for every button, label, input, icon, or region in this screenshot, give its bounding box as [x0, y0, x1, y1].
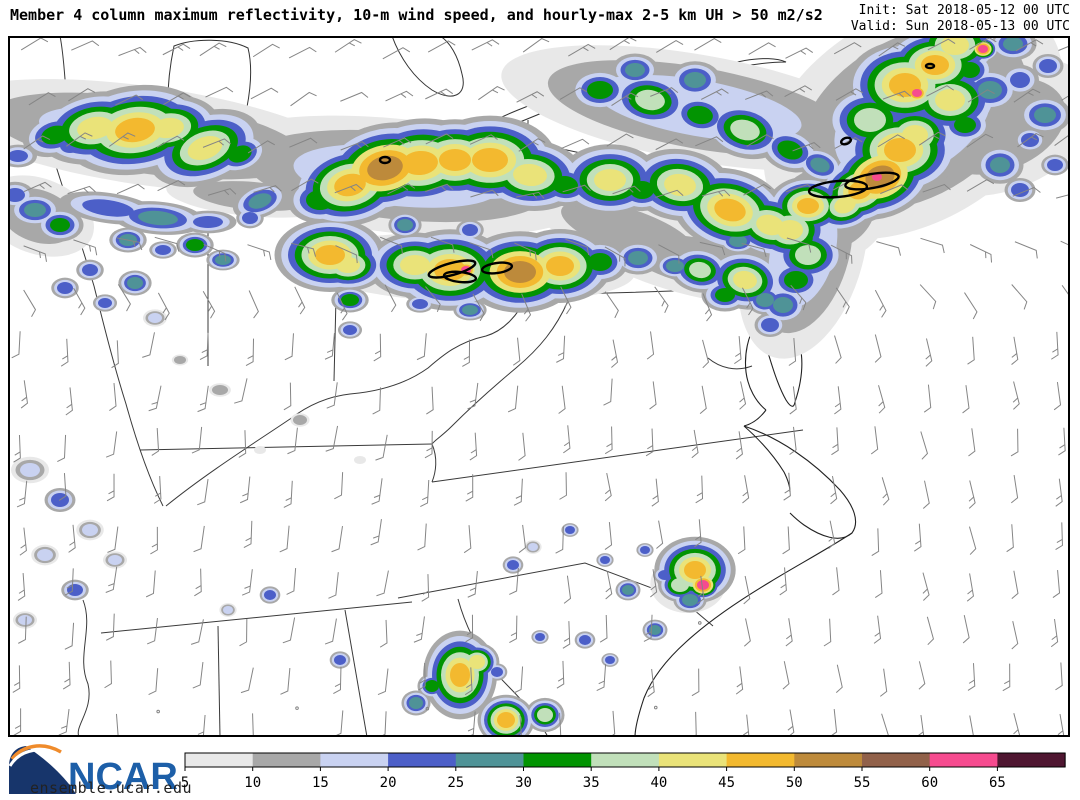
colorbar-segment — [388, 753, 457, 767]
colorbar-tick-label: 45 — [718, 775, 735, 791]
map-canvas — [8, 36, 1070, 737]
run-timestamps: Init: Sat 2018-05-12 00 UTC Valid: Sun 2… — [851, 3, 1070, 35]
colorbar-tick-label: 60 — [921, 775, 938, 791]
colorbar-segment — [523, 753, 592, 767]
page-title: Member 4 column maximum reflectivity, 10… — [10, 6, 823, 24]
colorbar-segment — [252, 753, 321, 767]
colorbar-tick-label: 40 — [650, 775, 667, 791]
colorbar-segment — [320, 753, 389, 767]
colorbar-tick-label: 30 — [515, 775, 532, 791]
ncar-logo-white-arc — [8, 748, 56, 767]
ncar-logo: NCAR — [8, 744, 183, 800]
site-url: ensemble.ucar.edu — [30, 779, 193, 797]
colorbar-tick-label: 65 — [989, 775, 1006, 791]
colorbar-tick-label: 25 — [447, 775, 464, 791]
colorbar-tick-label: 15 — [312, 775, 329, 791]
colorbar-segment — [658, 753, 728, 767]
valid-time: Valid: Sun 2018-05-13 00 UTC — [850, 19, 1070, 34]
colorbar-segment — [726, 753, 795, 767]
weather-map — [8, 36, 1070, 737]
uh-contours-layer — [378, 62, 936, 284]
colorbar-segment — [455, 753, 524, 767]
reflectivity-layer — [8, 36, 1070, 737]
map-frame — [8, 36, 1070, 737]
colorbar-segment — [929, 753, 998, 767]
colorbar-segment — [862, 753, 931, 767]
wind-barbs-layer — [11, 36, 1070, 737]
colorbar-tick-label: 10 — [244, 775, 261, 791]
colorbar-segment — [997, 753, 1066, 767]
colorbar-tick-label: 55 — [854, 775, 871, 791]
init-time: Init: Sat 2018-05-12 00 UTC — [858, 3, 1070, 18]
ncar-logo-orange-arc — [10, 744, 62, 761]
colorbar: 5 10 15 20 25 30 35 40 45 50 55 60 65 — [170, 752, 1080, 800]
colorbar-tick-label: 20 — [380, 775, 397, 791]
colorbar-segment — [794, 753, 863, 767]
colorbar-segment — [591, 753, 660, 767]
ncar-logo-text: NCAR — [68, 756, 178, 796]
colorbar-tick-label: 5 — [181, 775, 189, 791]
colorbar-segment — [185, 753, 254, 767]
colorbar-tick-label: 50 — [786, 775, 803, 791]
ncar-logo-swoosh — [9, 746, 76, 794]
colorbar-tick-label: 35 — [583, 775, 600, 791]
